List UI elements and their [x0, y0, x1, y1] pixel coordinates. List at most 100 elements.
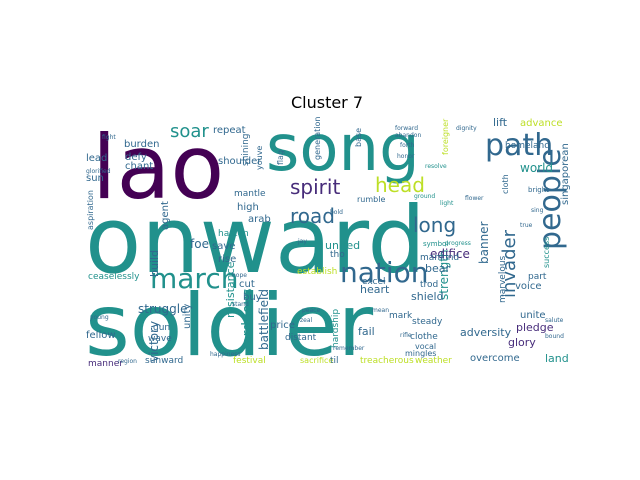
word-stand: stand — [232, 301, 249, 308]
word-cut: cut — [239, 279, 255, 290]
word-singaporean: singaporean — [560, 143, 571, 205]
word-marvelous: marvelous — [498, 255, 508, 303]
word-mankind: mankind — [420, 253, 459, 263]
word-symbol: symbol — [423, 240, 448, 248]
word-cloth: cloth — [501, 174, 510, 194]
word-generation: generation — [313, 116, 322, 160]
word-onward: onward — [85, 187, 426, 294]
word-abandon: abandon — [395, 132, 421, 139]
word-soar: soar — [170, 121, 209, 142]
word-high: high — [237, 202, 259, 213]
word-shield: shield — [411, 290, 444, 303]
word-burden: burden — [124, 139, 159, 150]
word-arab: arab — [248, 214, 271, 225]
word-build: build — [148, 250, 161, 277]
word-mantle: mantle — [234, 189, 266, 199]
word-head: head — [375, 173, 425, 197]
word-ceaselessly: ceaselessly — [88, 272, 140, 282]
word-happiness: happiness — [210, 351, 241, 358]
word-light: light — [440, 200, 454, 207]
word-unite: unite — [520, 310, 546, 321]
word-victory: victory — [147, 321, 161, 362]
word-dignity: dignity — [456, 125, 477, 132]
word-mingles: mingles — [405, 349, 436, 358]
word-tho: tho — [330, 250, 345, 260]
word-jay: jay — [297, 238, 307, 245]
word-bright: bright — [528, 186, 549, 194]
word-zeal: zeal — [300, 317, 313, 324]
word-bound: bound — [545, 333, 564, 340]
word-defy: defy — [125, 152, 147, 163]
word-strength: strength — [437, 249, 451, 300]
word-march: march — [150, 262, 238, 295]
word-rifle: rifle — [400, 332, 412, 339]
word-glorified: glorified — [86, 168, 111, 175]
word-pledge: pledge — [516, 321, 554, 334]
word-resolve: resolve — [425, 163, 447, 170]
word-forth: forth — [400, 142, 415, 149]
word-song: song — [266, 112, 420, 186]
word-invader: invader — [499, 229, 520, 298]
word-edifice: edifice — [430, 247, 470, 261]
word-agent: agent — [160, 201, 171, 230]
word-gun: gun — [153, 323, 170, 333]
word-festival: festival — [233, 356, 266, 366]
word-treacherous: treacherous — [360, 356, 414, 366]
word-forward: forward — [395, 125, 418, 132]
word-sunward: sunward — [145, 356, 183, 366]
word-fellow: fellow — [86, 330, 116, 341]
word-overcome: overcome — [470, 353, 520, 364]
word-hope: hope — [232, 272, 247, 279]
word-progress: progress — [445, 240, 471, 247]
word-resistance: resistance — [224, 261, 237, 318]
word-fail: fail — [358, 325, 375, 338]
word-voice: voice — [515, 281, 541, 292]
word-shoulder: shoulder — [218, 156, 262, 167]
word-true: true — [520, 222, 533, 229]
word-youve: youve — [255, 146, 264, 170]
word-aspiration: aspiration — [86, 190, 95, 230]
word-heart: heart — [360, 283, 390, 296]
word-soldier: soldier — [85, 276, 374, 376]
word-til: til — [330, 356, 339, 366]
word-unity: unity — [182, 304, 193, 329]
word-sing: sing — [531, 207, 544, 214]
word-advance: advance — [520, 118, 563, 129]
word-remember: remember — [333, 345, 365, 352]
word-hardship: hardship — [331, 309, 341, 348]
word-lift: lift — [493, 116, 508, 129]
word-glory: glory — [508, 336, 536, 349]
word-lao: lao — [92, 116, 224, 219]
word-success: success — [542, 237, 551, 268]
word-manner: manner — [88, 359, 123, 369]
word-path: path — [485, 128, 553, 163]
word-price: price — [270, 320, 295, 331]
word-flower: flower — [465, 195, 484, 202]
word-wave: wave — [148, 334, 172, 344]
word-battlefield: battlefield — [257, 289, 271, 350]
word-road: road — [290, 204, 335, 228]
word-salute: salute — [545, 317, 564, 324]
word-long: long — [413, 213, 456, 237]
word-ground: ground — [414, 193, 435, 200]
word-sacrifice: sacrifice — [300, 356, 333, 365]
word-distant: distant — [285, 333, 317, 343]
word-weather: weather — [415, 356, 452, 366]
word-shining: shining — [241, 133, 251, 166]
word-peace: peace — [302, 307, 320, 314]
word-world: world — [520, 161, 553, 175]
word-land: land — [545, 352, 569, 365]
word-rumble: rumble — [357, 195, 385, 204]
word-foreigner: foreigner — [441, 118, 450, 155]
wordcloud-background — [80, 117, 574, 367]
word-adversity: adversity — [460, 326, 512, 339]
word-fight: fight — [102, 134, 116, 141]
word-flag: flag — [276, 150, 285, 165]
word-excel: excel — [362, 277, 386, 287]
word-arduous: arduous — [240, 288, 256, 345]
word-buy: buy — [243, 292, 262, 303]
word-part: part — [528, 272, 547, 282]
